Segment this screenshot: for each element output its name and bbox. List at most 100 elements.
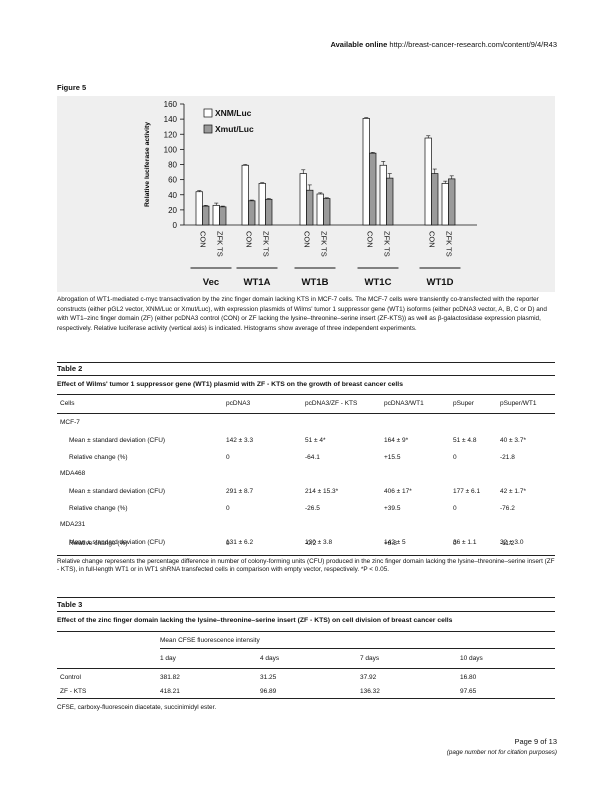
x-category-label: CON [245,231,254,248]
table2-cell: -11.2 [500,540,515,547]
y-tick-label: 80 [168,161,177,170]
table2-cell: -26.5 [305,505,320,512]
y-tick-label: 60 [168,176,177,185]
table3-title: Effect of the zinc finger domain lacking… [57,617,453,624]
table3-col-header: 7 days [360,655,380,662]
bar-xnm [316,193,324,226]
table3-cell: 31.25 [260,674,277,681]
bar-xnm [212,204,220,226]
table2-cell: 0 [226,505,230,512]
table2-cell: 40 ± 3.7* [500,437,526,444]
table2-cell: 291 ± 8.7 [226,488,254,495]
table2-cell: 0 [226,454,230,461]
table3-cell: 97.65 [460,688,477,695]
table3-col-header: 1 day [160,655,176,662]
table3-title-rule [57,611,555,612]
x-category-label: ZFK TS [383,231,392,257]
table3-col-header: 4 days [260,655,280,662]
table2-title: Effect of Wilms' tumor 1 suppressor gene… [57,381,403,388]
bar-xmut [219,206,227,226]
bar-xnm [299,173,307,226]
page-footer: Page 9 of 13 (page number not for citati… [447,737,557,758]
group-label: Vec [203,277,219,288]
table2-cell: 0 [453,505,457,512]
table2-cell: +39.5 [384,505,401,512]
table2-cell: 0 [226,540,230,547]
table2-cell: +15.5 [384,454,401,461]
table2-cell: 214 ± 15.3* [305,488,339,495]
table2-col-header: pcDNA3/ZF - KTS [305,400,358,407]
y-tick-label: 0 [173,221,178,230]
table2-cell: 0 [453,540,457,547]
table3-cell: ZF - KTS [60,688,87,695]
table3-header-bottom-rule [57,668,555,669]
legend-swatch [203,124,213,134]
x-category-label: CON [303,231,312,248]
running-header: Available online http://breast-cancer-re… [330,40,557,49]
table2-cell: 51 ± 4.8 [453,437,477,444]
table2-col-header: pcDNA3 [226,400,251,407]
table2-cell: -21.8 [500,454,515,461]
table2-row-group: MCF-7 [60,419,80,426]
table3-cell: Control [60,674,81,681]
legend-swatch [203,108,213,118]
bar-xmut [202,205,210,226]
bar-xmut [369,152,377,226]
y-tick-label: 100 [164,145,178,154]
table3-cell: 136.32 [360,688,380,695]
bar-xnm [424,137,432,226]
bar-xmut [431,173,439,226]
table2-cell: 36 ± 1.1 [453,539,477,546]
table2-cell: -0.2 [305,540,317,547]
table3-cell: 96.89 [260,688,277,695]
table2-cell: 164 ± 9* [384,437,409,444]
table2-footnote: Relative change represents the percentag… [57,558,555,573]
table2-cell: 142 ± 5 [384,539,406,546]
figure-label: Figure 5 [57,83,87,92]
table2-cell: Relative change (%) [69,505,128,512]
table2-header-top-rule [57,394,555,395]
table2-cell: +8.8 [384,540,397,547]
bar-xmut [265,198,273,226]
y-tick-label: 40 [168,191,177,200]
group-label: WT1D [427,277,454,288]
table2-cell: 142 ± 3.3 [226,437,254,444]
table2-cell: -64.1 [305,454,320,461]
x-category-label: ZFK TS [445,231,454,257]
y-tick-label: 160 [164,100,178,109]
table3-cell: 16.80 [460,674,477,681]
table2-cell: 131 ± 6.2 [226,539,254,546]
table2-cell: -76.2 [500,505,515,512]
table2-cell: Relative change (%) [69,454,128,461]
x-category-label: CON [428,231,437,248]
table2-bottom-rule [57,555,555,556]
table2-cell: Mean ± standard deviation (CFU) [69,488,166,495]
bar-xmut [248,200,256,226]
bar-xnm [379,164,387,226]
table3-col-header: 10 days [460,655,483,662]
table2-title-rule [57,375,555,376]
table3-bottom-rule [57,698,555,699]
bar-xnm [258,183,266,226]
bar-xnm [241,164,249,226]
bar-xnm [195,191,203,226]
y-axis-label: Relative luciferase activity [144,122,151,207]
group-label: WT1A [244,277,271,288]
table2-col-header: Cells [60,400,75,407]
table2-cell: Mean ± standard deviation (CFU) [69,539,166,546]
x-category-label: ZFK TS [216,231,225,257]
x-category-label: CON [199,231,208,248]
table3-cell: 418.21 [160,688,180,695]
bar-xnm [362,118,370,226]
table2-header-bottom-rule [57,413,555,414]
bar-xmut [386,177,394,226]
journal-url[interactable]: http://breast-cancer-research.com/conten… [389,40,557,49]
group-label: WT1B [302,277,329,288]
table3-cell: 37.92 [360,674,377,681]
table2-col-header: pSuper/WT1 [500,400,537,407]
table3-footnote: CFSE, carboxy-fluorescein diacetate, suc… [57,704,217,711]
x-category-label: ZFK TS [262,231,271,257]
table2-col-header: pcDNA3/WT1 [384,400,424,407]
table2-cell: 42 ± 1.7* [500,488,526,495]
table2-col-header: pSuper [453,400,474,407]
